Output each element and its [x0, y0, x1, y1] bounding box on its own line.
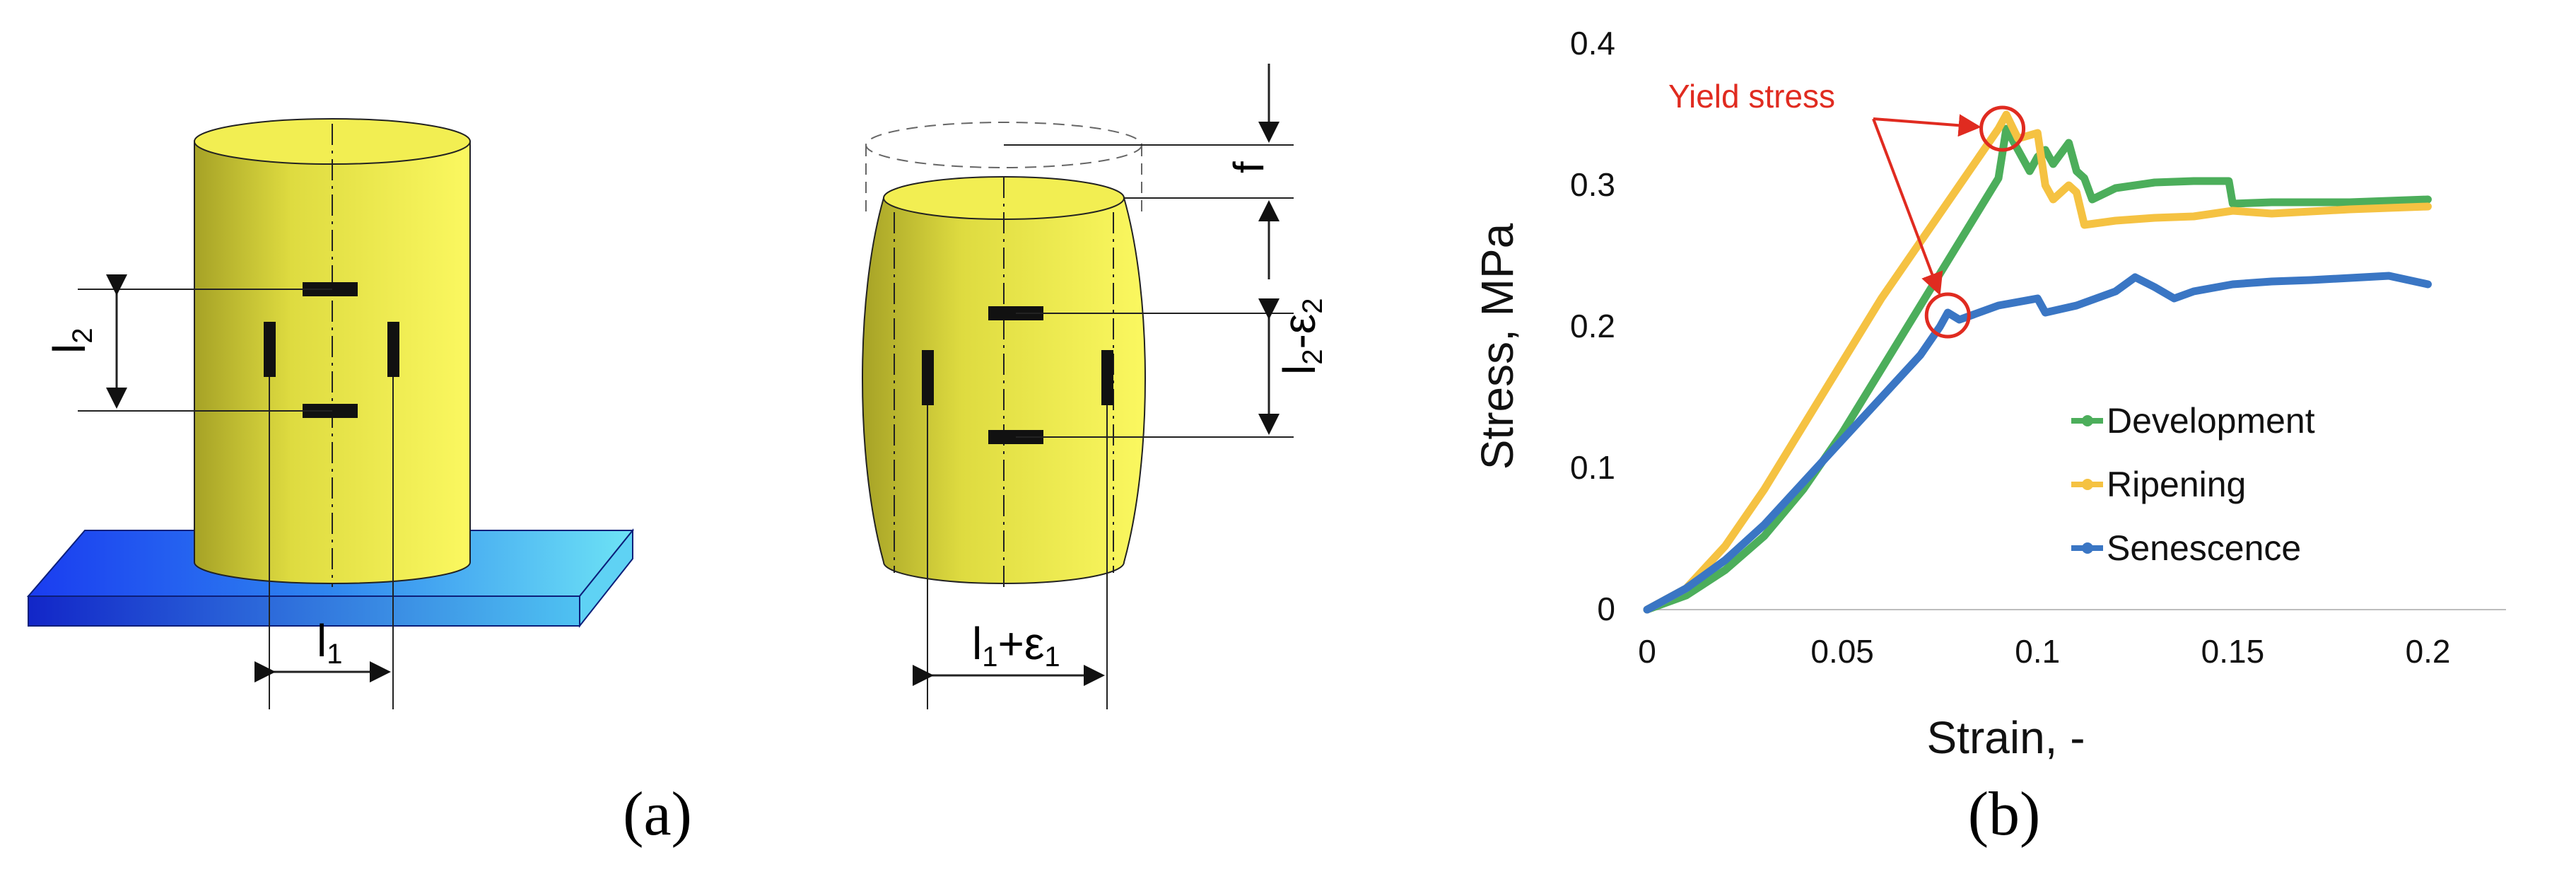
cylinder-body: [194, 141, 471, 584]
legend-marker-development: [2082, 415, 2093, 426]
annotation-yield-stress: Yield stress: [1668, 78, 1835, 115]
x-tick-label: 0.15: [2201, 633, 2265, 670]
x-tick-label: 0.2: [2406, 633, 2451, 670]
series-line-senescence: [1643, 272, 2432, 614]
caption-a: (a): [623, 780, 692, 849]
x-tick-label: 0: [1638, 633, 1656, 670]
plate-side: [28, 595, 580, 627]
marker-left: [264, 322, 276, 377]
barrel-marker-left: [922, 350, 934, 405]
legend-label-development: Development: [2107, 401, 2315, 441]
x-tick-label: 0.1: [2015, 633, 2060, 670]
cylinder-on-plate-diagram: l2 l1: [26, 118, 635, 709]
legend-label-ripening: Ripening: [2107, 465, 2246, 504]
label-f: f: [1225, 161, 1272, 173]
label-l1: l1: [317, 615, 342, 670]
panel-a: l2 l1 f: [26, 64, 1328, 849]
panel-b: 0 0.1 0.2 0.3 0.4 0 0.05 0.1 0.15 0.2 Strain, - Str…: [1472, 25, 2506, 849]
series-line-development: [1643, 124, 2432, 614]
yield-circle: [1924, 292, 1971, 339]
label-l2-eps2: l2-ε2: [1274, 298, 1328, 375]
barrel-marker-right: [1101, 350, 1113, 405]
marker-right: [387, 322, 399, 377]
legend-marker-senescence: [2082, 542, 2093, 554]
series-line-ripening: [1643, 110, 2432, 614]
stress-strain-chart: 0 0.1 0.2 0.3 0.4 0 0.05 0.1 0.15 0.2 Strain, - Str…: [1472, 25, 2506, 763]
label-l2: l2: [44, 328, 98, 354]
compressed-cylinder-diagram: f l2-ε2 l1+ε1: [862, 64, 1328, 709]
yield-arrow: [1873, 114, 1981, 137]
y-tick-label: 0: [1597, 591, 1615, 627]
y-tick-label: 0.4: [1570, 25, 1615, 62]
y-tick-label: 0.2: [1570, 308, 1615, 344]
yield-arrow: [1872, 118, 1943, 296]
plate-end: [579, 528, 633, 628]
legend-label-senescence: Senescence: [2107, 528, 2301, 568]
legend-marker-ripening: [2082, 479, 2093, 490]
y-tick-label: 0.1: [1570, 449, 1615, 486]
x-tick-label: 0.05: [1810, 633, 1874, 670]
y-tick-label: 0.3: [1570, 166, 1615, 203]
label-l1-eps1: l1+ε1: [972, 618, 1060, 673]
x-axis-label: Strain, -: [1926, 712, 2085, 763]
caption-b: (b): [1968, 780, 2041, 849]
y-axis-label: Stress, MPa: [1472, 223, 1523, 470]
